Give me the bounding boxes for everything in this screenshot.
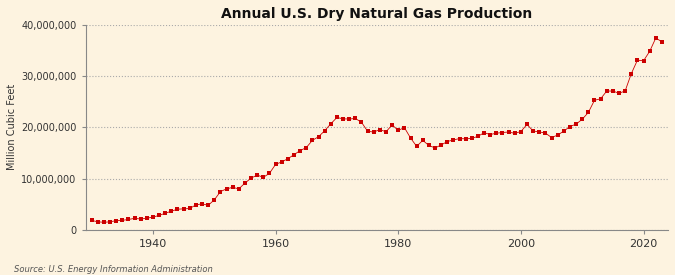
Text: Source: U.S. Energy Information Administration: Source: U.S. Energy Information Administ… bbox=[14, 265, 212, 274]
Title: Annual U.S. Dry Natural Gas Production: Annual U.S. Dry Natural Gas Production bbox=[221, 7, 533, 21]
Y-axis label: Million Cubic Feet: Million Cubic Feet bbox=[7, 84, 17, 170]
